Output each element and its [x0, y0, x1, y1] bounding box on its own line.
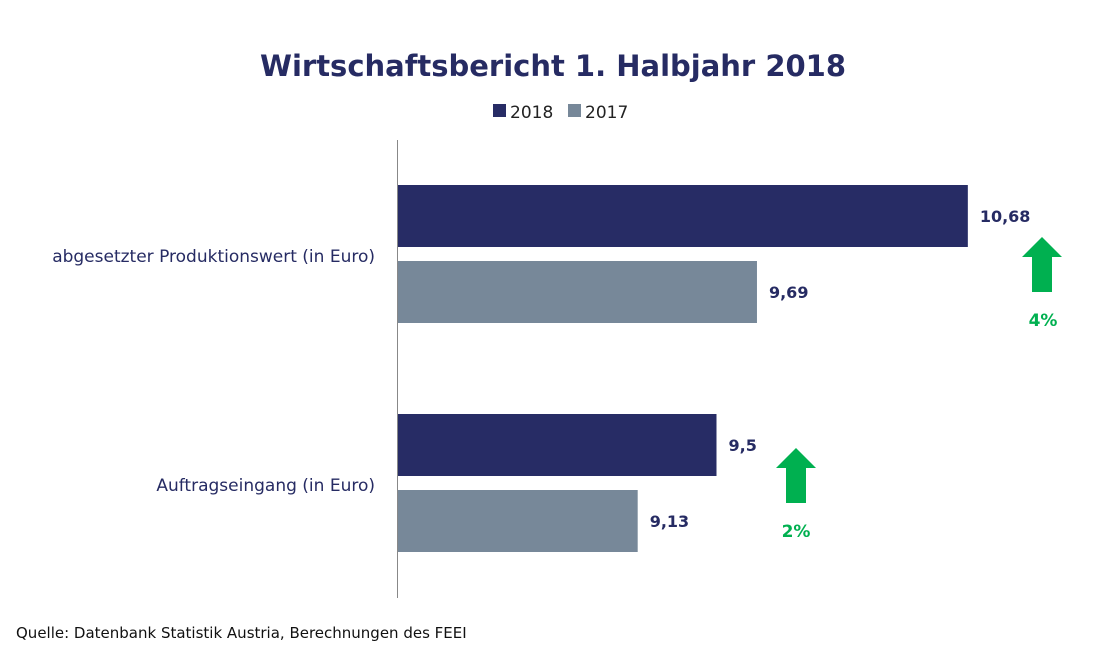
arrow-up-icon [1022, 237, 1062, 292]
legend-label-2017: 2017 [585, 103, 628, 123]
annotation-1: 4% [1022, 237, 1062, 331]
bar-2017 [397, 490, 638, 552]
source-note: Quelle: Datenbank Statistik Austria, Ber… [16, 624, 467, 642]
chart-title: Wirtschaftsbericht 1. Halbjahr 2018 [260, 49, 846, 83]
legend-label-2018: 2018 [510, 103, 553, 123]
arrow-up-icon [776, 448, 816, 503]
legend-swatch-2018 [493, 104, 506, 117]
data-label: 9,13 [650, 512, 689, 531]
data-label: 10,68 [980, 207, 1031, 226]
bar-2017 [397, 261, 757, 323]
change-percent: 4% [1029, 311, 1058, 331]
category-label: Auftragseingang (in Euro) [156, 476, 375, 496]
data-label: 9,69 [769, 283, 808, 302]
bar-2018 [397, 185, 968, 247]
legend-swatch-2017 [568, 104, 581, 117]
category-label: abgesetzter Produktionswert (in Euro) [52, 247, 375, 267]
bar-2018 [397, 414, 717, 476]
legend: 2018 2017 [493, 103, 628, 123]
data-label: 9,5 [729, 436, 757, 455]
bars: 10,68 9,69 9,5 9,13 [397, 185, 1030, 552]
change-percent: 2% [782, 522, 811, 542]
annotation-2: 2% [776, 448, 816, 542]
